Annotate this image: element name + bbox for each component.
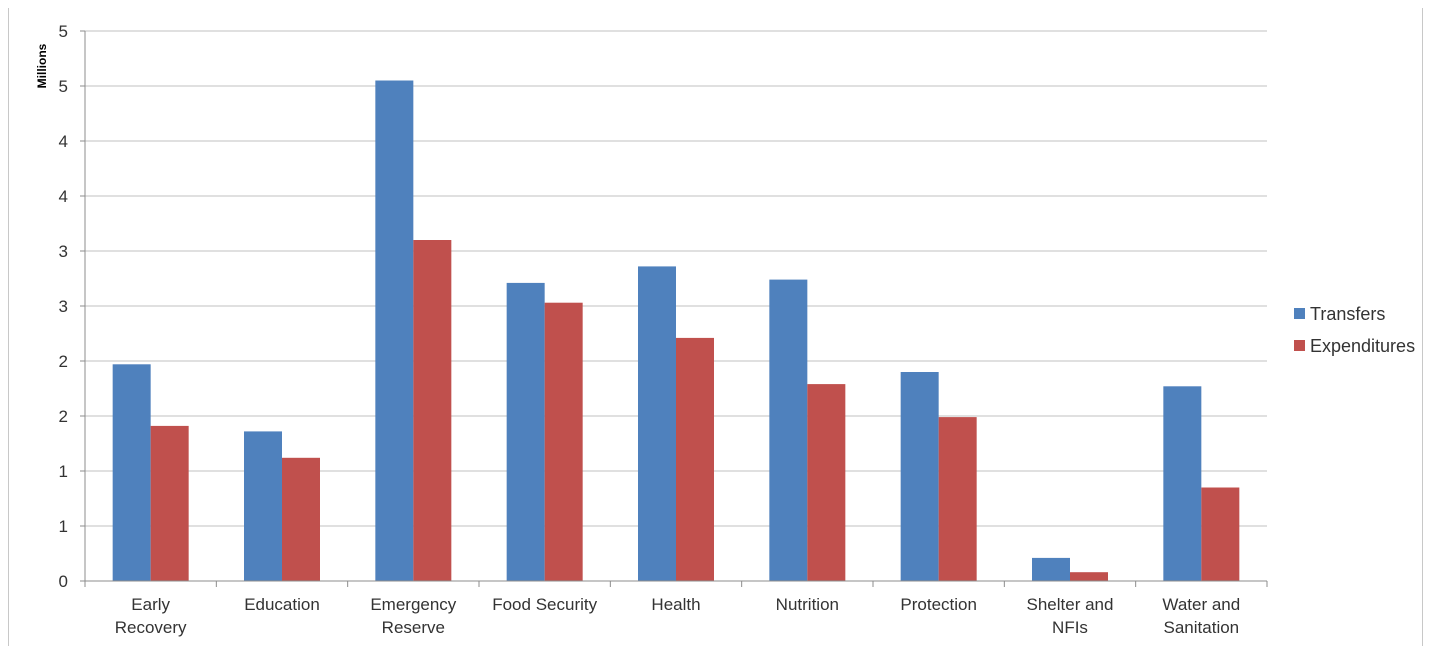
x-category-label: Food Security — [492, 595, 597, 614]
legend-swatch-expenditures — [1294, 340, 1305, 351]
bar-transfers-7 — [1032, 557, 1070, 581]
bar-expenditures-5 — [807, 384, 846, 581]
bar-expenditures-0 — [150, 425, 189, 581]
bar-expenditures-2 — [413, 240, 452, 581]
bar-transfers-8 — [1163, 386, 1202, 581]
x-category-label: Shelter and NFIs — [1027, 595, 1114, 637]
y-tick-label: 3 — [59, 297, 68, 316]
x-category-label: Nutrition — [776, 595, 839, 614]
bar-transfers-5 — [769, 279, 808, 581]
axes — [80, 30, 1268, 587]
x-category-label-line: Food Security — [492, 595, 597, 614]
frame-right-border — [1422, 8, 1423, 646]
bar-transfers-6 — [900, 372, 939, 581]
frame-left-border — [8, 8, 9, 646]
x-category-label-line: Health — [651, 595, 700, 614]
y-tick-label: 5 — [59, 77, 68, 96]
bar-expenditures-3 — [544, 302, 583, 581]
bar-transfers-3 — [506, 282, 545, 581]
x-category-label-line: NFIs — [1052, 618, 1088, 637]
x-category-label-line: Early — [131, 595, 170, 614]
y-tick-label: 3 — [59, 242, 68, 261]
y-tick-label: 4 — [59, 132, 68, 151]
x-category-label-line: Water and — [1162, 595, 1240, 614]
bar-transfers-4 — [638, 266, 676, 581]
x-category-label-line: Nutrition — [776, 595, 839, 614]
y-tick-labels: 0 1 1 2 2 3 3 4 4 5 5 — [59, 22, 68, 591]
y-tick-label: 1 — [59, 517, 68, 536]
x-category-label-line: Reserve — [382, 618, 445, 637]
x-category-label: Early Recovery — [115, 595, 187, 637]
y-tick-label: 2 — [59, 407, 68, 426]
y-tick-label: 5 — [59, 22, 68, 41]
x-category-label: Water and Sanitation — [1162, 595, 1240, 637]
x-category-label: Protection — [900, 595, 977, 614]
y-tick-label: 1 — [59, 462, 68, 481]
bar-expenditures-8 — [1201, 487, 1240, 581]
legend: Transfers Expenditures — [1294, 304, 1415, 356]
bar-expenditures-1 — [282, 457, 320, 581]
legend-swatch-transfers — [1294, 308, 1305, 319]
y-axis-label: Millions — [35, 43, 49, 88]
legend-label-expenditures: Expenditures — [1310, 336, 1415, 356]
y-tick-label: 0 — [59, 572, 68, 591]
x-category-labels: Early Recovery Education Emergency Reserve Fo… — [115, 595, 1240, 637]
y-tick-label: 4 — [59, 187, 68, 206]
bar-transfers-2 — [375, 80, 414, 581]
x-category-label-line: Protection — [900, 595, 977, 614]
legend-label-transfers: Transfers — [1310, 304, 1385, 324]
bars — [112, 80, 1240, 581]
x-category-label-line: Sanitation — [1164, 618, 1240, 637]
bar-expenditures-4 — [676, 337, 714, 581]
x-category-label-line: Recovery — [115, 618, 187, 637]
x-category-label: Emergency Reserve — [370, 595, 456, 637]
x-category-label-line: Shelter and — [1027, 595, 1114, 614]
x-category-label: Health — [651, 595, 700, 614]
y-tick-label: 2 — [59, 352, 68, 371]
bar-transfers-1 — [244, 431, 282, 581]
x-category-label: Education — [244, 595, 320, 614]
bar-expenditures-7 — [1070, 572, 1108, 581]
bar-transfers-0 — [112, 364, 151, 581]
x-category-label-line: Emergency — [370, 595, 456, 614]
x-category-label-line: Education — [244, 595, 320, 614]
bar-expenditures-6 — [938, 417, 977, 581]
